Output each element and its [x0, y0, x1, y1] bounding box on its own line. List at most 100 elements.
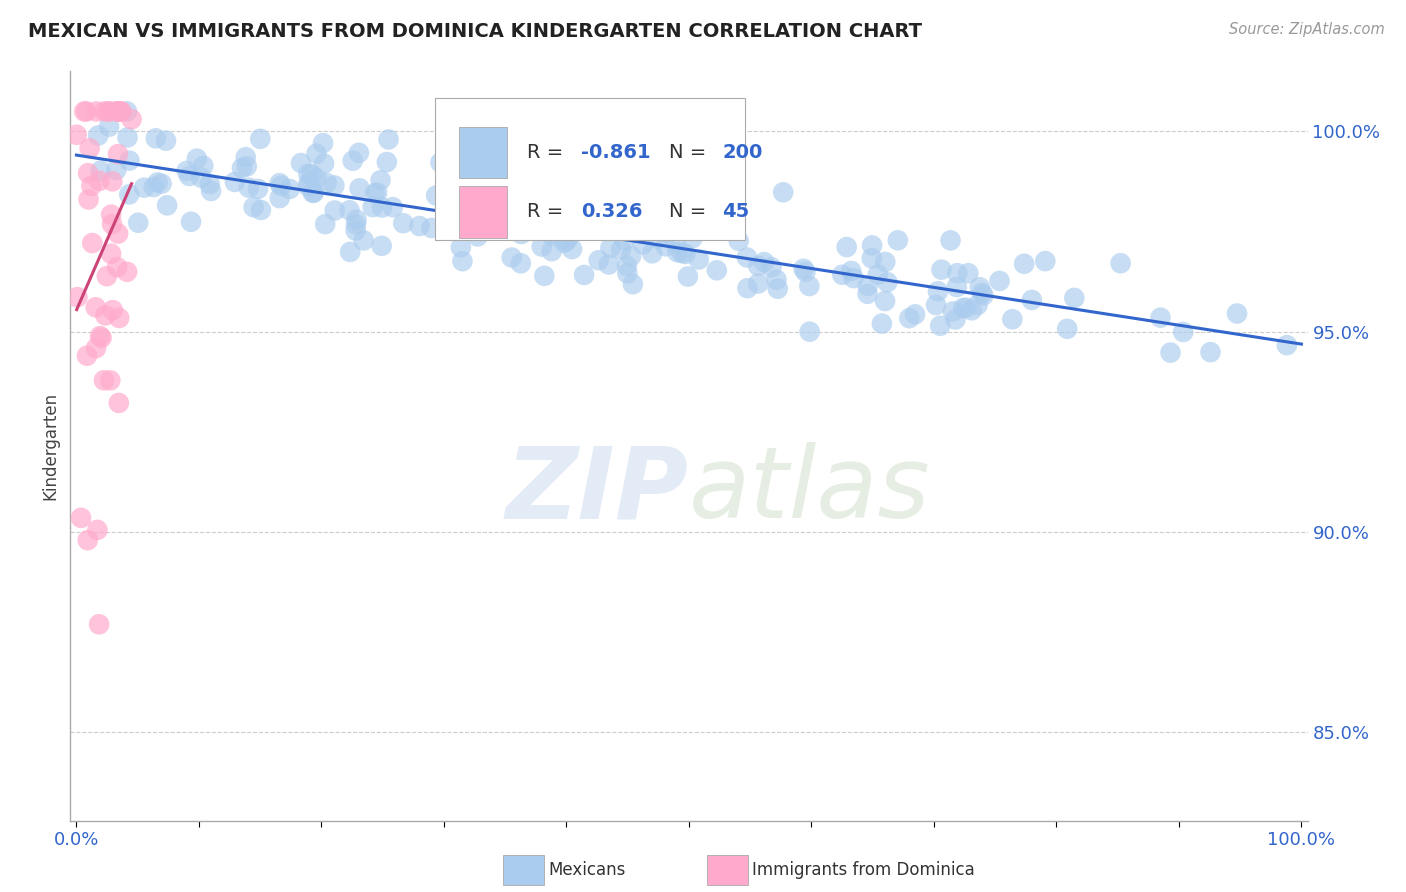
Point: [377, 132, 399, 146]
Point: [600, 202, 623, 216]
FancyBboxPatch shape: [436, 97, 745, 240]
Point: [1056, 322, 1078, 336]
Point: [98, 373, 121, 387]
Point: [107, 147, 129, 161]
Point: [1033, 254, 1056, 268]
Point: [450, 218, 472, 232]
Point: [583, 220, 606, 235]
Point: [540, 228, 562, 243]
Point: [349, 181, 371, 195]
Point: [904, 307, 927, 321]
Text: -0.861: -0.861: [581, 143, 651, 162]
Point: [342, 153, 364, 168]
Point: [392, 216, 415, 230]
Text: Source: ZipAtlas.com: Source: ZipAtlas.com: [1229, 22, 1385, 37]
Point: [588, 253, 610, 268]
Point: [875, 255, 897, 269]
Point: [323, 203, 346, 218]
Point: [198, 177, 221, 191]
Point: [655, 239, 678, 253]
Point: [100, 208, 122, 222]
Point: [408, 219, 430, 233]
Point: [105, 260, 128, 274]
Point: [127, 216, 149, 230]
Point: [598, 258, 620, 272]
Point: [665, 235, 688, 250]
Text: Mexicans: Mexicans: [548, 861, 626, 879]
Point: [735, 251, 758, 265]
Point: [966, 298, 988, 312]
Point: [509, 256, 531, 270]
FancyBboxPatch shape: [458, 127, 508, 178]
Point: [118, 153, 141, 168]
Point: [429, 155, 451, 169]
Point: [381, 200, 404, 214]
Point: [250, 202, 273, 217]
Point: [761, 260, 783, 275]
Point: [960, 303, 983, 318]
Point: [425, 188, 447, 202]
Point: [641, 246, 664, 260]
Point: [155, 134, 177, 148]
Point: [94, 309, 117, 323]
Point: [503, 213, 526, 227]
Point: [540, 244, 562, 259]
Point: [970, 285, 993, 300]
Point: [662, 219, 685, 234]
Point: [898, 311, 921, 326]
Point: [1275, 338, 1298, 352]
Point: [640, 218, 662, 232]
Point: [107, 104, 129, 119]
Point: [375, 155, 398, 169]
Point: [561, 242, 583, 256]
Point: [305, 171, 328, 186]
Point: [302, 186, 325, 200]
Point: [860, 238, 883, 252]
Point: [344, 218, 367, 232]
Point: [533, 194, 555, 209]
Point: [297, 179, 319, 194]
Point: [467, 229, 489, 244]
Point: [946, 266, 969, 280]
Text: MEXICAN VS IMMIGRANTS FROM DOMINICA KINDERGARTEN CORRELATION CHART: MEXICAN VS IMMIGRANTS FROM DOMINICA KIND…: [28, 22, 922, 41]
Point: [176, 164, 198, 178]
Point: [314, 217, 336, 231]
Point: [89, 329, 111, 343]
Point: [75, 104, 97, 119]
Point: [875, 293, 897, 308]
Point: [636, 193, 658, 207]
Point: [107, 396, 129, 410]
Point: [93, 373, 115, 387]
Point: [242, 200, 264, 214]
Point: [620, 249, 643, 263]
Point: [557, 231, 579, 245]
Point: [747, 277, 769, 291]
Point: [513, 207, 536, 221]
Point: [231, 161, 253, 175]
Point: [77, 193, 100, 207]
Point: [494, 200, 516, 214]
Point: [1173, 325, 1195, 339]
Point: [839, 264, 862, 278]
Point: [835, 240, 858, 254]
Point: [193, 159, 215, 173]
Point: [617, 212, 640, 227]
Point: [957, 266, 980, 280]
Point: [98, 120, 121, 134]
Point: [555, 234, 578, 248]
Point: [610, 243, 633, 257]
Point: [361, 200, 384, 214]
Point: [312, 136, 335, 150]
Point: [364, 186, 387, 201]
Point: [681, 231, 703, 245]
Text: R =: R =: [527, 143, 569, 162]
Point: [84, 301, 107, 315]
Text: 0.326: 0.326: [581, 202, 643, 221]
Point: [115, 265, 138, 279]
Point: [73, 104, 96, 119]
Point: [269, 176, 291, 190]
Point: [870, 317, 893, 331]
Point: [647, 231, 669, 245]
Point: [546, 168, 568, 182]
Point: [96, 269, 118, 284]
